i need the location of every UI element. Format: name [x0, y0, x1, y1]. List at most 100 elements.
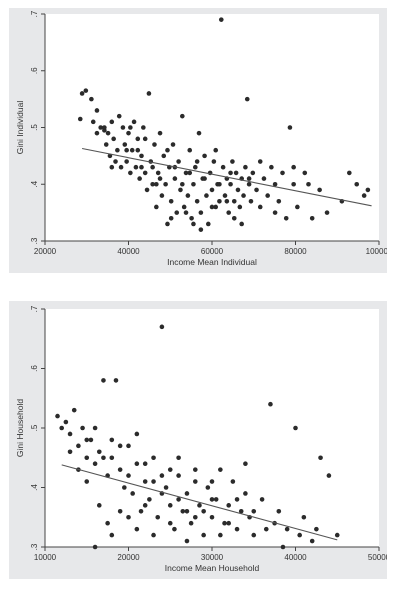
individual-data-point: [213, 147, 219, 153]
individual-data-point: [176, 159, 181, 164]
y-tick-label: .3: [30, 543, 39, 550]
individual-data-point: [113, 159, 118, 164]
x-tick-label: 10000: [34, 553, 57, 562]
scatter-chart-individual: 20000 40000 60000 80000 100000 .3 .4 .5 .6 .7 Inco…: [15, 10, 387, 267]
individual-data-point: [161, 153, 167, 159]
household-data-point: [201, 532, 206, 538]
individual-data-point: [213, 204, 219, 210]
household-data-point: [130, 491, 135, 496]
individual-data-point: [126, 130, 131, 136]
individual-data-point: [220, 164, 226, 170]
individual-data-point: [283, 216, 289, 221]
household-data-point: [193, 467, 198, 472]
individual-data-point: [142, 136, 148, 142]
household-data-point: [259, 497, 265, 502]
individual-data-point: [102, 125, 107, 130]
individual-data-point: [155, 170, 161, 176]
household-data-point: [151, 455, 156, 461]
individual-data-point: [209, 204, 215, 210]
individual-data-point: [317, 187, 322, 193]
individual-data-point: [291, 181, 296, 187]
household-data-point: [134, 526, 140, 532]
individual-data-point: [224, 198, 230, 204]
household-data-point: [155, 514, 161, 520]
y-axis-label: Gini Household: [15, 399, 25, 457]
x-tick-label: 80000: [284, 247, 307, 256]
individual-data-point: [165, 221, 170, 227]
individual-data-point: [105, 130, 111, 136]
individual-data-point: [257, 204, 263, 210]
household-data-point: [109, 532, 115, 538]
household-data-point: [80, 425, 85, 431]
household-data-point: [167, 467, 173, 472]
household-data-point: [84, 437, 90, 443]
household-data-point: [134, 431, 140, 437]
individual-data-point: [116, 113, 122, 119]
household-data-point: [151, 479, 156, 484]
individual-data-point: [124, 159, 129, 164]
household-data-point: [163, 485, 169, 490]
household-data-point: [117, 443, 123, 449]
y-tick-label: .6: [30, 67, 39, 74]
individual-data-point: [154, 181, 159, 187]
household-data-point: [176, 455, 181, 461]
household-data-point: [117, 467, 123, 472]
individual-data-point: [139, 153, 144, 159]
individual-data-point: [324, 210, 330, 215]
individual-data-point: [228, 170, 233, 176]
individual-data-point: [243, 164, 248, 170]
individual-data-point: [193, 164, 198, 170]
household-data-point: [176, 473, 181, 478]
individual-data-point: [154, 204, 159, 210]
individual-data-point: [183, 210, 189, 215]
household-data-point: [301, 514, 307, 520]
individual-data-point: [237, 204, 243, 210]
individual-data-point: [202, 176, 207, 181]
individual-data-point: [178, 187, 183, 193]
individual-data-point: [239, 221, 244, 227]
y-axis-label: Gini Individual: [15, 101, 25, 155]
individual-data-point: [191, 181, 196, 187]
y-tick-label: .7: [30, 305, 39, 312]
individual-data-point: [202, 153, 207, 159]
individual-data-point: [142, 170, 148, 176]
household-data-point: [101, 378, 106, 383]
individual-data-point: [365, 187, 371, 193]
individual-data-point: [302, 170, 308, 176]
individual-data-point: [235, 187, 241, 193]
individual-fitted-line: [82, 147, 372, 207]
household-data-point: [226, 503, 231, 508]
individual-data-point: [128, 125, 133, 130]
individual-data-point: [246, 181, 252, 187]
chart-panel-individual: 20000 40000 60000 80000 100000 .3 .4 .5 .6 .7 Inco…: [9, 8, 387, 273]
household-data-point: [243, 461, 248, 466]
household-data-point: [172, 526, 177, 532]
individual-data-point: [180, 181, 185, 187]
individual-data-point: [183, 170, 189, 176]
individual-data-point: [90, 119, 96, 125]
plot-area: [45, 309, 379, 547]
individual-data-point: [209, 187, 215, 193]
household-data-point: [222, 520, 227, 526]
individual-data-point: [265, 193, 270, 198]
household-data-point: [251, 509, 257, 514]
individual-data-point: [187, 170, 193, 176]
individual-data-point: [272, 210, 278, 215]
individual-data-point: [180, 113, 185, 119]
household-data-point: [309, 538, 315, 544]
individual-data-point: [122, 142, 128, 147]
individual-data-point: [361, 193, 367, 198]
individual-data-point: [291, 164, 296, 170]
household-data-point: [142, 461, 148, 466]
household-data-point: [76, 443, 81, 449]
household-data-point: [180, 509, 186, 514]
individual-data-point: [196, 130, 202, 136]
household-data-point: [205, 485, 211, 490]
individual-data-point: [129, 147, 135, 153]
individual-data-point: [226, 210, 231, 215]
individual-data-point: [157, 176, 163, 181]
household-data-point: [109, 455, 115, 461]
household-data-point: [105, 520, 110, 526]
individual-data-point: [103, 142, 109, 147]
y-tick-label: .6: [30, 365, 39, 372]
